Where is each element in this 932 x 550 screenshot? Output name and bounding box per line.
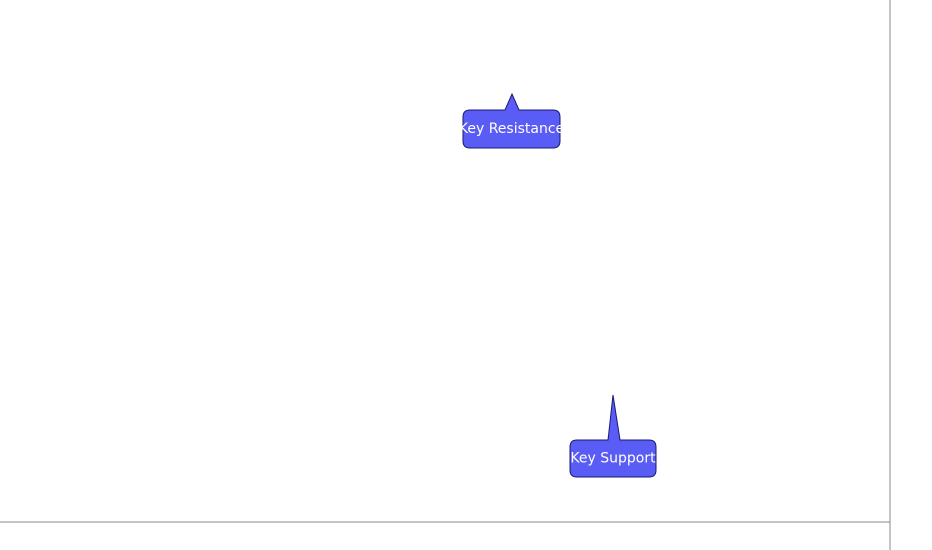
callout-resistance: Key Resistance — [459, 92, 564, 149]
callout-box — [462, 92, 561, 149]
callout-text: Key Support — [570, 451, 656, 467]
callout-support: Key Support — [569, 394, 657, 478]
callout-text: Key Resistance — [459, 121, 564, 137]
callout-box — [569, 394, 657, 478]
